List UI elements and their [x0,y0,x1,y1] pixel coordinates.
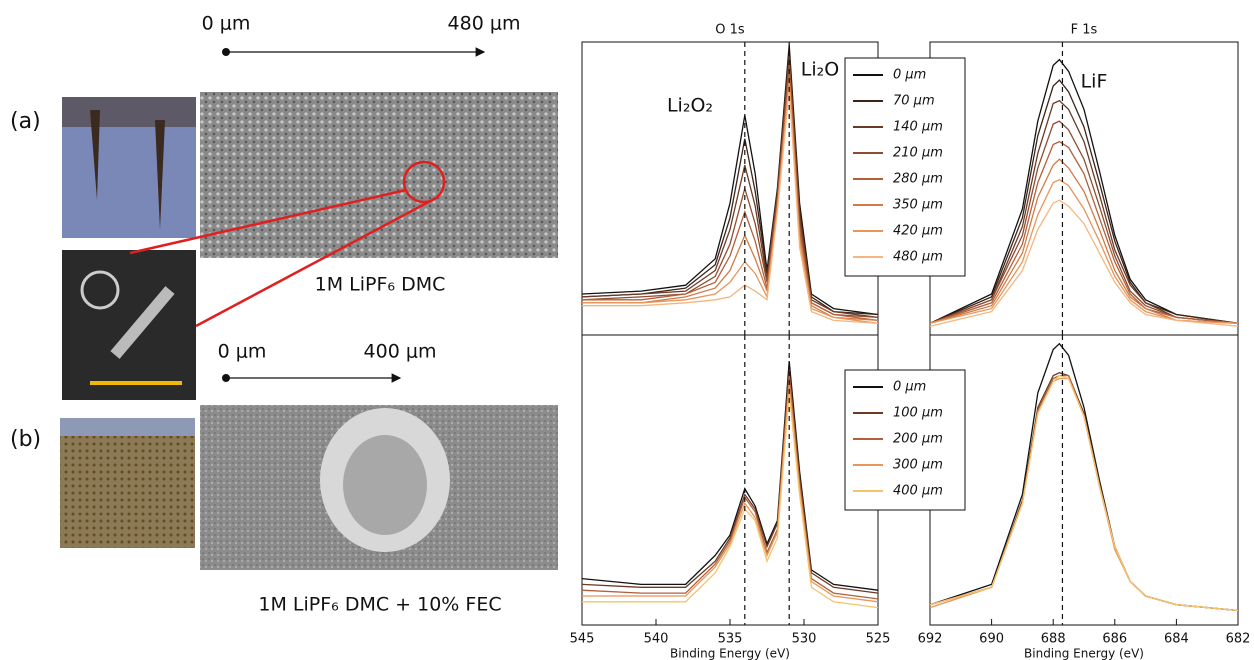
peak-annotation: LiF [1081,71,1108,93]
spectrum-line [582,384,879,603]
spectrum-line [582,88,879,324]
spectrum-line [929,199,1239,327]
peak-annotation: Li₂O₂ [667,95,713,117]
sem-zoom [62,250,196,400]
spectrum-line [581,56,879,319]
x-tick-label: 690 [979,632,1004,647]
photo-a-edge [62,97,196,127]
spectrum-line [929,120,1239,324]
zoom-circle [402,160,446,204]
spectrum-line [929,374,1239,612]
x-axis-label: Binding Energy (eV) [1024,647,1144,660]
scale-label: 480 μm [448,13,521,35]
plot-frame [581,334,879,626]
spectrum-line [581,369,879,594]
x-tick-label: 682 [1226,632,1251,647]
x-tick-label: 545 [570,632,595,647]
photo-b-edge [60,418,195,436]
sem-zoom-feature [80,270,120,310]
left-images [60,47,558,570]
panel-label: (a) [10,109,41,134]
spectrum-line [581,375,879,600]
caption: 1M LiPF₆ DMC [315,274,446,296]
legend-box [844,57,966,277]
scale-label: 0 μm [218,341,267,363]
legend-label: 420 μm [893,224,943,239]
plot-frame [581,41,879,336]
legend-label: 200 μm [893,432,943,447]
spectrum-line [929,79,1239,324]
legend-label: 0 μm [893,380,926,395]
x-tick-label: 684 [1164,632,1189,647]
panel-title: F 1s [1071,23,1098,38]
legend-label: 0 μm [893,68,926,83]
spectrum-line [581,44,879,316]
spectrum-line [582,392,879,609]
x-tick-label: 540 [644,632,669,647]
x-tick-label: 692 [918,632,943,647]
peak-annotation: Li₂O [801,59,839,81]
legend-label: 210 μm [893,146,943,161]
x-tick-label: 686 [1102,632,1127,647]
spectrum-line [582,77,879,322]
spectrum-line [929,140,1239,324]
sem-a [200,92,558,258]
x-tick-label: 530 [792,632,817,647]
photo-a-dendrites [90,110,165,230]
x-tick-label: 535 [718,632,743,647]
caption: 1M LiPF₆ DMC + 10% FEC [258,594,501,616]
scale-label: 0 μm [202,13,251,35]
legend-label: 70 μm [893,94,935,109]
spectrum-line [581,361,879,591]
legend-label: 280 μm [893,172,943,187]
legend-label: 300 μm [893,458,943,473]
legend-label: 480 μm [893,250,943,265]
plot-frame [929,334,1239,626]
spectrum-line [929,374,1239,612]
spectrum-line [581,50,879,316]
spectrum-line [929,58,1239,324]
x-tick-label: 688 [1041,632,1066,647]
spectrum-line [929,178,1239,324]
legend-label: 350 μm [893,198,943,213]
spectrum-line [581,62,879,319]
panel-label: (b) [10,427,41,452]
spectrum-line [929,342,1239,612]
sem-zoom-rod [110,286,175,359]
panel-title: O 1s [715,23,745,38]
photo-b [60,418,195,548]
sem-b-dendrite-core [343,435,427,535]
spectrum-line [929,99,1239,324]
legend-label: 100 μm [893,406,943,421]
zoom-line [129,188,407,255]
scale-label: 400 μm [364,341,437,363]
spectrum-line [929,158,1239,324]
x-axis-label: Binding Energy (eV) [670,647,790,660]
x-tick-label: 525 [866,632,891,647]
zoom-line [195,196,437,328]
legend-label: 140 μm [893,120,943,135]
legend-label: 400 μm [893,484,943,499]
